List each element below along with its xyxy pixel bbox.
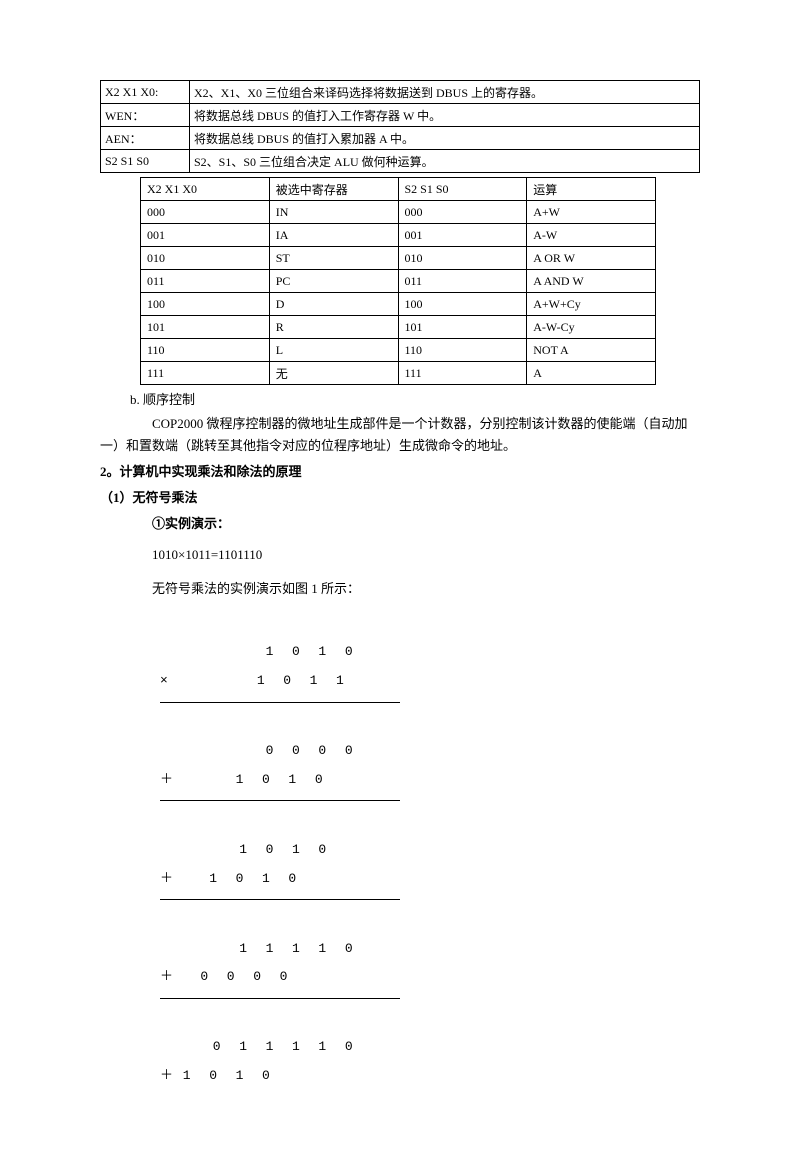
cell: 111 <box>398 362 527 385</box>
mult-line: ＋ 1 0 1 0 <box>160 1068 271 1083</box>
subheading-1: （1）无符号乘法 <box>100 487 700 509</box>
table-row: X2 X1 X0: X2、X1、X0 三位组合来译码选择将数据送到 DBUS 上… <box>101 81 700 104</box>
mult-line: ＋ 0 0 0 0 <box>160 969 288 984</box>
cell: IN <box>269 201 398 224</box>
mult-line: 0 1 1 1 1 0 <box>160 1039 354 1054</box>
cell: ST <box>269 247 398 270</box>
cell: 011 <box>398 270 527 293</box>
cell-label: WEN： <box>101 104 190 127</box>
cell: 010 <box>141 247 270 270</box>
rule-line <box>160 899 400 900</box>
mult-line: ＋ 1 0 1 0 <box>160 772 324 787</box>
section-b-label: b. 顺序控制 <box>100 389 700 411</box>
cell-label: AEN： <box>101 127 190 150</box>
mult-line: 1 0 1 0 <box>160 644 354 659</box>
cell-label: X2 X1 X0: <box>101 81 190 104</box>
cell: A+W <box>527 201 656 224</box>
cell: 101 <box>398 316 527 339</box>
cell: L <box>269 339 398 362</box>
example-caption: 无符号乘法的实例演示如图 1 所示： <box>100 578 700 600</box>
table-row: 000 IN 000 A+W <box>141 201 656 224</box>
cell: 001 <box>141 224 270 247</box>
cell: 000 <box>141 201 270 224</box>
mult-line: × 1 0 1 1 <box>160 673 345 688</box>
cell: 011 <box>141 270 270 293</box>
cell: 100 <box>398 293 527 316</box>
section-b-body: COP2000 微程序控制器的微地址生成部件是一个计数器，分别控制该计数器的使能… <box>100 413 700 457</box>
subheading-1a: ①实例演示： <box>100 513 700 535</box>
multiplication-work: 1 0 1 0 × 1 0 1 1 0 0 0 0 ＋ 1 0 1 0 1 0 … <box>160 610 700 1120</box>
table-row: 111 无 111 A <box>141 362 656 385</box>
cell: 110 <box>141 339 270 362</box>
cell: NOT A <box>527 339 656 362</box>
cell-desc: S2、S1、S0 三位组合决定 ALU 做何种运算。 <box>190 150 700 173</box>
cell: 000 <box>398 201 527 224</box>
cell: 101 <box>141 316 270 339</box>
table-row: 001 IA 001 A-W <box>141 224 656 247</box>
table-row: 110 L 110 NOT A <box>141 339 656 362</box>
table-row: 010 ST 010 A OR W <box>141 247 656 270</box>
cell-desc: 将数据总线 DBUS 的值打入累加器 A 中。 <box>190 127 700 150</box>
cell-label: S2 S1 S0 <box>101 150 190 173</box>
mult-line: 1 1 1 1 0 <box>160 941 354 956</box>
table-row: 011 PC 011 A AND W <box>141 270 656 293</box>
cell: 100 <box>141 293 270 316</box>
rule-line <box>160 702 400 703</box>
cell: 001 <box>398 224 527 247</box>
cell: A-W-Cy <box>527 316 656 339</box>
cell: D <box>269 293 398 316</box>
cell: A OR W <box>527 247 656 270</box>
cell-desc: X2、X1、X0 三位组合来译码选择将数据送到 DBUS 上的寄存器。 <box>190 81 700 104</box>
cell-desc: 将数据总线 DBUS 的值打入工作寄存器 W 中。 <box>190 104 700 127</box>
cell: A-W <box>527 224 656 247</box>
decode-table: X2 X1 X0 被选中寄存器 S2 S1 S0 运算 000 IN 000 A… <box>140 177 656 385</box>
heading-2: 2。计算机中实现乘法和除法的原理 <box>100 461 700 483</box>
cell: 110 <box>398 339 527 362</box>
table-row: 100 D 100 A+W+Cy <box>141 293 656 316</box>
cell: R <box>269 316 398 339</box>
mult-line: 0 0 0 0 <box>160 743 354 758</box>
col-header: 被选中寄存器 <box>269 178 398 201</box>
rule-line <box>160 998 400 999</box>
table-header-row: X2 X1 X0 被选中寄存器 S2 S1 S0 运算 <box>141 178 656 201</box>
cell: 111 <box>141 362 270 385</box>
col-header: S2 S1 S0 <box>398 178 527 201</box>
mult-line: 1 0 1 0 <box>160 842 327 857</box>
col-header: 运算 <box>527 178 656 201</box>
cell: PC <box>269 270 398 293</box>
table-row: WEN： 将数据总线 DBUS 的值打入工作寄存器 W 中。 <box>101 104 700 127</box>
cell: A AND W <box>527 270 656 293</box>
cell: A+W+Cy <box>527 293 656 316</box>
mult-line: ＋ 1 0 1 0 <box>160 871 297 886</box>
cell: A <box>527 362 656 385</box>
table-row: S2 S1 S0 S2、S1、S0 三位组合决定 ALU 做何种运算。 <box>101 150 700 173</box>
table-row: 101 R 101 A-W-Cy <box>141 316 656 339</box>
example-equation: 1010×1011=1101110 <box>100 544 700 566</box>
table-row: AEN： 将数据总线 DBUS 的值打入累加器 A 中。 <box>101 127 700 150</box>
cell: IA <box>269 224 398 247</box>
cell: 010 <box>398 247 527 270</box>
cell: 无 <box>269 362 398 385</box>
col-header: X2 X1 X0 <box>141 178 270 201</box>
rule-line <box>160 800 400 801</box>
signal-definition-table: X2 X1 X0: X2、X1、X0 三位组合来译码选择将数据送到 DBUS 上… <box>100 80 700 173</box>
